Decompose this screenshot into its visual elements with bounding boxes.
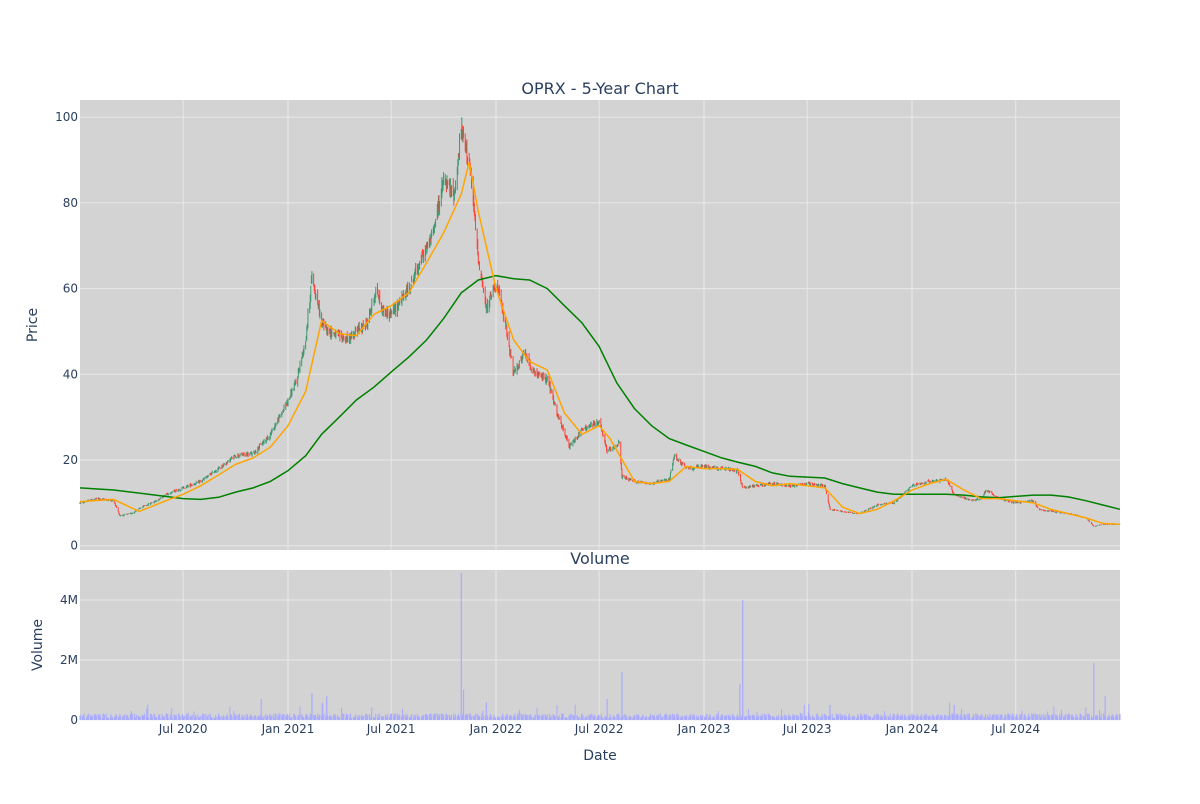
x-tick-label: Jul 2021 [366, 722, 416, 736]
volume-y-tick-label: 0 [70, 713, 78, 727]
price-y-tick-label: 60 [63, 282, 78, 296]
volume-axis-title: Volume [30, 619, 46, 671]
price-y-tick-label: 100 [55, 110, 78, 124]
price-axis-title: Price [25, 308, 41, 342]
price-y-tick-label: 20 [63, 453, 78, 467]
x-tick-label: Jul 2023 [782, 722, 832, 736]
price-grid [80, 100, 1120, 550]
x-tick-label: Jul 2022 [574, 722, 624, 736]
x-axis-title: Date [583, 748, 616, 764]
volume-y-tick-label: 4M [60, 593, 78, 607]
x-axis-ticks: Jul 2020 Jan 2021 Jul 2021 Jan 2022 Jul 2022… [158, 722, 1040, 736]
x-tick-label: Jan 2021 [261, 722, 315, 736]
x-tick-label: Jul 2020 [158, 722, 208, 736]
price-candles [79, 117, 1121, 527]
price-y-tick-label: 80 [63, 196, 78, 210]
price-y-tick-label: 40 [63, 367, 78, 381]
ma-short-line [79, 161, 1121, 526]
x-tick-label: Jan 2024 [885, 722, 939, 736]
volume-chart-title: Volume [570, 549, 630, 568]
x-tick-label: Jan 2023 [677, 722, 731, 736]
volume-y-tick-label: 2M [60, 653, 78, 667]
x-tick-label: Jan 2022 [469, 722, 523, 736]
price-y-ticks: 0 20 40 60 80 100 [55, 110, 78, 553]
volume-plot-area [80, 570, 1120, 720]
volume-bars [79, 573, 1121, 720]
ma-long-line [79, 274, 1121, 511]
price-y-tick-label: 0 [70, 539, 78, 553]
x-tick-label: Jul 2024 [990, 722, 1040, 736]
volume-y-ticks: 0 2M 4M [60, 593, 78, 727]
price-plot-area [80, 100, 1120, 550]
price-chart-title: OPRX - 5-Year Chart [521, 79, 678, 98]
